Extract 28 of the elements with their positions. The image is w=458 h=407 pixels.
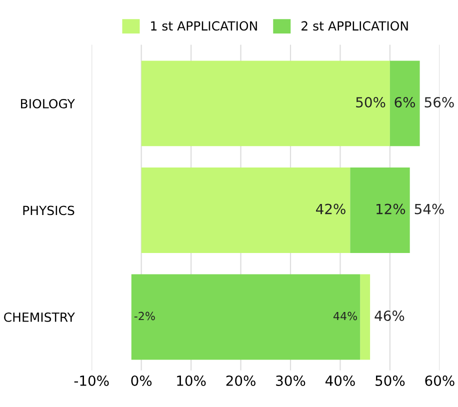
x-tick-label: -10% bbox=[74, 375, 109, 386]
bar bbox=[360, 274, 370, 360]
bar bbox=[350, 168, 410, 253]
total-label: 54% bbox=[414, 204, 444, 214]
x-tick-label: 0% bbox=[131, 375, 152, 386]
data-label: 12% bbox=[376, 204, 406, 214]
x-tick-label: 30% bbox=[276, 375, 306, 386]
y-tick-label: PHYSICS bbox=[23, 206, 74, 216]
data-label: 42% bbox=[316, 204, 346, 214]
data-label: 50% bbox=[356, 97, 386, 108]
annotation: 44% bbox=[333, 312, 358, 320]
x-tick-label: 40% bbox=[325, 375, 355, 386]
y-tick-label: BIOLOGY bbox=[21, 98, 75, 108]
x-tick-label: 60% bbox=[425, 375, 454, 386]
y-tick-label: CHEMISTRY bbox=[4, 312, 75, 322]
annotation: 46% bbox=[374, 310, 404, 322]
annotation: -2% bbox=[134, 312, 155, 320]
x-tick-label: 50% bbox=[376, 375, 405, 386]
x-tick-label: 10% bbox=[177, 375, 206, 386]
total-label: 56% bbox=[424, 97, 454, 108]
bar bbox=[131, 274, 360, 360]
data-label: 6% bbox=[394, 97, 416, 108]
x-tick-label: 20% bbox=[226, 375, 256, 386]
bar bbox=[141, 168, 350, 253]
bar bbox=[390, 60, 420, 146]
legend-label: 1 st APPLICATION bbox=[151, 21, 257, 31]
bar bbox=[141, 60, 390, 146]
legend-label: 2 st APPLICATION bbox=[302, 21, 408, 31]
